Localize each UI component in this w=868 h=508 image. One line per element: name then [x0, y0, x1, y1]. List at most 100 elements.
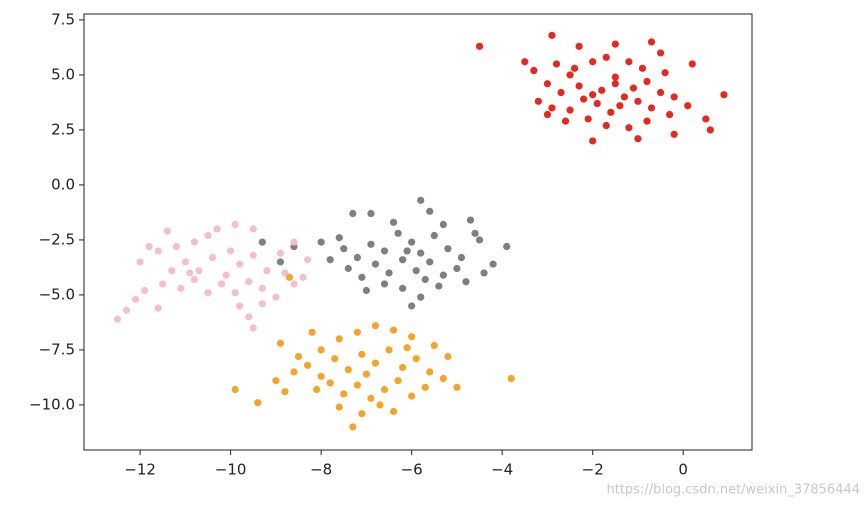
point — [227, 247, 235, 255]
point — [154, 304, 162, 312]
point — [643, 117, 651, 125]
point — [145, 242, 153, 251]
y-tick-label: 7.5 — [51, 10, 75, 28]
point — [575, 42, 583, 50]
point — [602, 121, 610, 130]
point — [620, 93, 628, 101]
point — [543, 80, 552, 88]
point — [367, 394, 375, 402]
point — [249, 225, 257, 233]
point — [426, 207, 434, 215]
point — [263, 267, 271, 275]
point — [462, 278, 470, 286]
point — [580, 95, 588, 103]
point — [466, 216, 475, 224]
point — [394, 377, 402, 385]
point — [303, 361, 312, 369]
point — [548, 31, 556, 39]
point — [453, 383, 461, 391]
point — [616, 102, 624, 110]
point — [408, 238, 416, 246]
point — [367, 240, 375, 248]
point — [408, 392, 416, 400]
point — [521, 58, 529, 66]
x-tick-label: −10 — [215, 461, 247, 479]
point — [561, 117, 570, 125]
point — [213, 225, 221, 233]
point — [634, 97, 642, 105]
point — [317, 372, 325, 380]
point — [317, 238, 325, 246]
point — [389, 407, 398, 416]
point — [403, 344, 411, 352]
point — [208, 253, 217, 262]
point — [408, 333, 416, 341]
point — [290, 368, 298, 376]
point — [557, 88, 565, 97]
point — [589, 91, 597, 99]
point — [489, 260, 497, 268]
point — [258, 238, 266, 246]
plot-frame — [83, 13, 753, 451]
point — [317, 346, 325, 354]
point — [353, 328, 361, 336]
point — [629, 84, 638, 92]
point — [702, 115, 710, 123]
point — [186, 269, 194, 277]
point — [299, 273, 307, 281]
point — [258, 300, 266, 308]
point — [308, 328, 316, 336]
point — [670, 93, 678, 101]
point — [643, 77, 651, 86]
point — [426, 258, 434, 266]
point — [326, 256, 334, 264]
watermark: https://blog.csdn.net/weixin_37856444 — [606, 483, 860, 498]
point — [666, 110, 674, 119]
point — [222, 271, 230, 279]
point — [281, 269, 289, 277]
point — [290, 238, 298, 246]
point — [638, 64, 647, 72]
point — [607, 108, 615, 116]
point — [435, 282, 443, 290]
y-tick-label: −5.0 — [39, 285, 75, 303]
point — [412, 355, 420, 363]
point — [417, 249, 425, 257]
point — [177, 284, 185, 292]
y-tick-label: 0.0 — [51, 175, 75, 193]
point — [353, 253, 361, 262]
point — [444, 245, 452, 253]
x-tick-label: −6 — [401, 461, 423, 479]
point — [625, 58, 633, 66]
point — [507, 374, 515, 383]
point — [439, 374, 447, 383]
point — [168, 267, 176, 275]
point — [602, 53, 610, 61]
point — [439, 220, 447, 229]
point — [385, 269, 393, 277]
point — [611, 73, 619, 81]
point — [552, 60, 561, 68]
y-tick-label: 5.0 — [51, 65, 75, 83]
point — [358, 273, 366, 281]
point — [706, 126, 714, 134]
point — [570, 64, 579, 72]
point — [371, 260, 380, 268]
point — [403, 247, 411, 255]
point — [611, 80, 619, 88]
point — [647, 104, 656, 112]
point — [394, 229, 402, 237]
point — [389, 326, 398, 334]
point — [720, 91, 728, 99]
x-tick-label: −12 — [124, 461, 156, 479]
point — [231, 385, 239, 394]
point — [113, 315, 122, 323]
point — [670, 130, 678, 138]
point — [647, 38, 656, 46]
point — [344, 366, 352, 374]
point — [661, 69, 669, 77]
x-tick-label: −8 — [310, 461, 332, 479]
point — [281, 388, 289, 396]
point — [480, 269, 488, 277]
